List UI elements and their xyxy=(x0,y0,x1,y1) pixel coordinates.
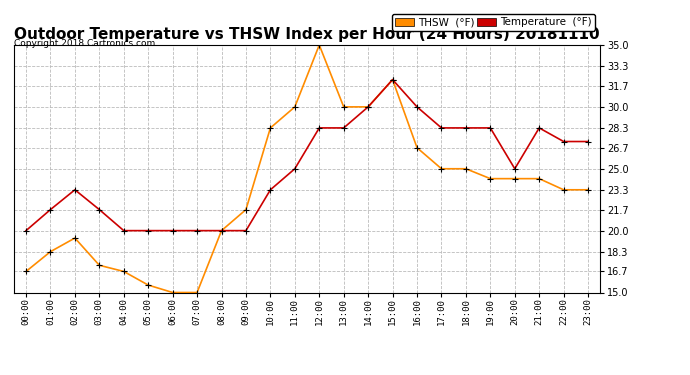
Title: Outdoor Temperature vs THSW Index per Hour (24 Hours) 20181110: Outdoor Temperature vs THSW Index per Ho… xyxy=(14,27,600,42)
Legend: THSW  (°F), Temperature  (°F): THSW (°F), Temperature (°F) xyxy=(392,14,595,31)
Text: Copyright 2018 Cartronics.com: Copyright 2018 Cartronics.com xyxy=(14,39,155,48)
